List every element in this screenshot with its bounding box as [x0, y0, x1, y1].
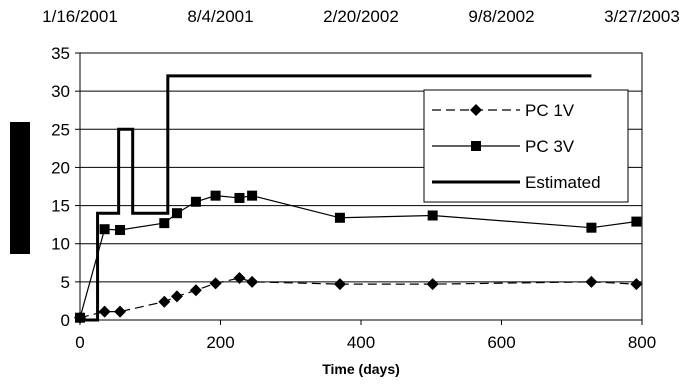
legend-label: Estimated: [525, 173, 601, 192]
series-pc-3v: [75, 190, 642, 323]
x-tick-label: 400: [347, 333, 375, 352]
diamond-marker: [233, 272, 246, 285]
top-date-label: 8/4/2001: [187, 7, 253, 26]
y-tick-label: 10: [51, 235, 70, 254]
square-marker: [427, 210, 438, 221]
square-marker: [631, 216, 642, 227]
diamond-marker: [189, 284, 202, 297]
square-marker: [586, 222, 597, 233]
x-tick-label: 800: [628, 333, 656, 352]
legend-label: PC 3V: [525, 137, 575, 156]
legend-entry: PC 1V: [432, 101, 575, 120]
top-date-label: 9/8/2002: [468, 7, 534, 26]
diamond-marker: [158, 295, 171, 308]
legend: PC 1V PC 3V Estimated: [423, 89, 629, 203]
diamond-marker: [98, 305, 111, 318]
legend-label: PC 1V: [525, 101, 575, 120]
diamond-marker: [630, 278, 643, 291]
y-tick-label: 30: [51, 82, 70, 101]
square-marker: [99, 224, 110, 235]
square-marker: [159, 218, 170, 229]
y-tick-label: 0: [61, 311, 70, 330]
top-date-label: 1/16/2001: [42, 7, 118, 26]
diamond-marker: [585, 275, 598, 288]
y-tick-label: 35: [51, 44, 70, 63]
diamond-marker: [170, 290, 183, 303]
diamond-marker: [114, 305, 127, 318]
y-tick-label: 5: [61, 273, 70, 292]
series-line: [80, 74, 592, 322]
diamond-marker: [246, 275, 259, 288]
square-marker: [210, 190, 221, 201]
square-marker: [471, 141, 481, 151]
diamond-marker: [333, 278, 346, 291]
square-marker: [234, 192, 245, 203]
square-marker: [190, 196, 201, 207]
legend-entry: Estimated: [432, 173, 601, 192]
diamond-marker: [209, 277, 222, 290]
series-estimated: [80, 74, 592, 322]
redaction-block: [10, 122, 30, 254]
top-date-label: 3/27/2003: [604, 7, 680, 26]
square-marker: [75, 312, 85, 323]
top-date-label: 2/20/2002: [323, 7, 399, 26]
square-marker: [334, 212, 345, 223]
x-tick-label: 600: [487, 333, 515, 352]
square-marker: [171, 208, 182, 219]
diamond-marker: [426, 278, 439, 291]
x-axis-title: Time (days): [322, 361, 400, 377]
x-tick-label: 200: [206, 333, 234, 352]
x-tick-label: 0: [75, 333, 84, 352]
y-tick-label: 25: [51, 120, 70, 139]
diamond-marker: [470, 104, 482, 116]
axes: 0 5 10 15 20 25 30 35 0 200 400 600 800 1/16/2001 8/4/…: [42, 7, 680, 352]
y-tick-label: 15: [51, 197, 70, 216]
square-marker: [247, 190, 258, 201]
series-layer: [74, 74, 643, 324]
square-marker: [115, 224, 126, 235]
legend-entry: PC 3V: [432, 137, 575, 156]
y-tick-label: 20: [51, 158, 70, 177]
